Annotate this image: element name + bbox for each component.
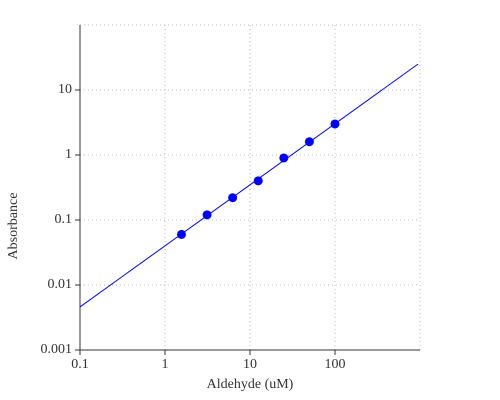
fit-line	[79, 63, 419, 308]
data-point	[202, 210, 212, 220]
y-tick-label: 0.1	[55, 212, 73, 227]
y-tick-label: 0.001	[41, 342, 73, 357]
x-axis-label: Aldehyde (uM)	[207, 377, 294, 392]
x-tick-label: 0.1	[71, 357, 89, 372]
x-tick-label: 10	[243, 357, 257, 372]
x-tick-label: 100	[325, 357, 346, 372]
y-axis-label: Absorbance	[6, 193, 21, 260]
data-point	[330, 119, 340, 129]
data-point	[279, 153, 289, 163]
data-point	[228, 193, 238, 203]
y-tick-label: 1	[65, 147, 72, 162]
y-tick-label: 0.01	[48, 277, 73, 292]
data-point	[176, 229, 186, 239]
data-point	[253, 176, 263, 186]
x-tick-label: 1	[162, 357, 169, 372]
data-point	[304, 137, 314, 147]
y-tick-label: 10	[58, 82, 72, 97]
